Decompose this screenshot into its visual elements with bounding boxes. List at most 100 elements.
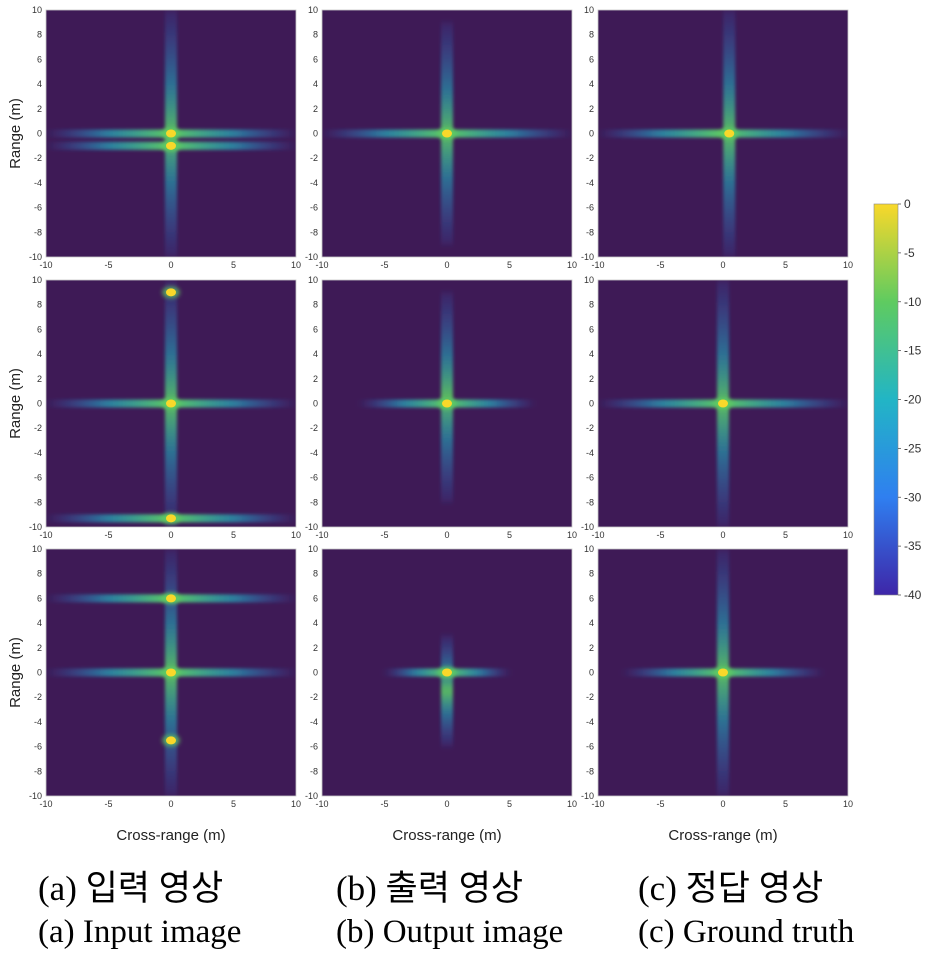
y-tick-label: -10 [305, 791, 318, 801]
vertical-streak [441, 635, 453, 747]
colorbar-tick-label: -15 [904, 344, 922, 358]
y-tick-label: -8 [586, 766, 594, 776]
x-tick-label: -5 [380, 260, 388, 270]
y-tick-label: -6 [586, 473, 594, 483]
y-tick-label: -6 [586, 203, 594, 213]
bright-spot [166, 399, 176, 408]
panel-1-2 [597, 279, 849, 528]
y-tick-label: 8 [313, 300, 318, 310]
y-tick-label: 2 [37, 374, 42, 384]
y-tick-label: 8 [589, 30, 594, 40]
y-tick-label: -10 [581, 791, 594, 801]
y-tick-label: -10 [29, 791, 42, 801]
x-tick-label: 10 [291, 260, 301, 270]
x-tick-label: 5 [507, 530, 512, 540]
bright-spot [166, 141, 176, 150]
y-tick-label: 10 [32, 275, 42, 285]
caption-ko-a: (a) 입력 영상 [38, 869, 224, 908]
y-axis-label: Range (m) [7, 98, 24, 169]
y-tick-label: 8 [37, 30, 42, 40]
x-tick-label: 0 [444, 530, 449, 540]
x-tick-label: 10 [567, 260, 577, 270]
y-tick-label: 2 [313, 104, 318, 114]
y-tick-label: 4 [313, 349, 318, 359]
y-tick-label: -2 [34, 153, 42, 163]
y-tick-label: 2 [589, 643, 594, 653]
y-tick-label: 10 [32, 5, 42, 15]
y-tick-label: -6 [310, 203, 318, 213]
y-tick-label: -10 [29, 252, 42, 262]
y-tick-label: -4 [310, 178, 318, 188]
x-tick-label: 0 [168, 260, 173, 270]
y-tick-label: -8 [586, 227, 594, 237]
y-tick-label: -2 [34, 423, 42, 433]
y-tick-label: -10 [305, 252, 318, 262]
y-tick-label: 6 [313, 593, 318, 603]
panel-2-2 [597, 548, 849, 797]
y-tick-label: 0 [313, 668, 318, 678]
x-tick-label: 10 [567, 530, 577, 540]
caption-en-a: (a) Input image [38, 914, 242, 950]
y-tick-label: 10 [584, 275, 594, 285]
y-tick-label: 8 [37, 569, 42, 579]
y-tick-label: -8 [34, 227, 42, 237]
x-tick-label: -5 [104, 260, 112, 270]
y-tick-label: -4 [310, 717, 318, 727]
bright-spot [442, 399, 452, 408]
x-tick-label: -5 [104, 799, 112, 809]
x-tick-label: 5 [783, 799, 788, 809]
colorbar-tick-label: -30 [904, 490, 922, 504]
bright-spot [718, 399, 728, 408]
y-tick-label: -10 [29, 522, 42, 532]
x-tick-label: 10 [843, 530, 853, 540]
panels-layer [45, 9, 849, 797]
y-tick-label: 10 [308, 544, 318, 554]
panel-frame [597, 548, 849, 797]
panel-frame [597, 279, 849, 528]
colorbar-tick-label: -35 [904, 539, 922, 553]
x-tick-label: -5 [380, 530, 388, 540]
x-tick-label: -10 [591, 799, 604, 809]
panel-frame [45, 9, 297, 258]
bright-spot [724, 129, 735, 138]
y-tick-label: 4 [37, 79, 42, 89]
y-tick-label: 10 [32, 544, 42, 554]
x-axis-label: Cross-range (m) [392, 827, 501, 844]
y-tick-label: 6 [589, 324, 594, 334]
panel-frame [597, 9, 849, 258]
y-tick-label: -2 [310, 153, 318, 163]
y-tick-label: 4 [589, 349, 594, 359]
y-tick-label: -6 [586, 742, 594, 752]
y-tick-label: -2 [310, 692, 318, 702]
y-tick-label: 4 [313, 79, 318, 89]
y-tick-label: 4 [37, 349, 42, 359]
x-tick-label: 5 [231, 530, 236, 540]
y-tick-label: 8 [313, 30, 318, 40]
colorbar-tick-label: -5 [904, 246, 915, 260]
y-tick-label: 2 [37, 643, 42, 653]
x-tick-label: -5 [656, 799, 664, 809]
y-tick-label: 6 [37, 324, 42, 334]
y-tick-label: 2 [313, 374, 318, 384]
x-tick-label: 0 [168, 530, 173, 540]
y-tick-label: 6 [589, 593, 594, 603]
y-tick-label: 6 [589, 54, 594, 64]
y-tick-label: -2 [586, 692, 594, 702]
colorbar-tick-label: -20 [904, 393, 922, 407]
y-tick-label: 4 [313, 618, 318, 628]
bright-spot [442, 668, 452, 677]
caption-ko-b: (b) 출력 영상 [336, 869, 524, 908]
panel-0-1 [321, 9, 573, 258]
y-tick-label: -4 [34, 178, 42, 188]
y-tick-label: 2 [37, 104, 42, 114]
x-tick-label: 0 [720, 260, 725, 270]
y-axis-label: Range (m) [7, 368, 24, 439]
x-tick-label: 0 [720, 799, 725, 809]
panel-0-0 [45, 9, 297, 258]
x-tick-label: 10 [843, 799, 853, 809]
caption-ko-c: (c) 정답 영상 [638, 869, 824, 908]
x-tick-label: 5 [231, 260, 236, 270]
x-tick-label: 5 [231, 799, 236, 809]
x-tick-label: -5 [656, 530, 664, 540]
y-tick-label: 0 [313, 129, 318, 139]
